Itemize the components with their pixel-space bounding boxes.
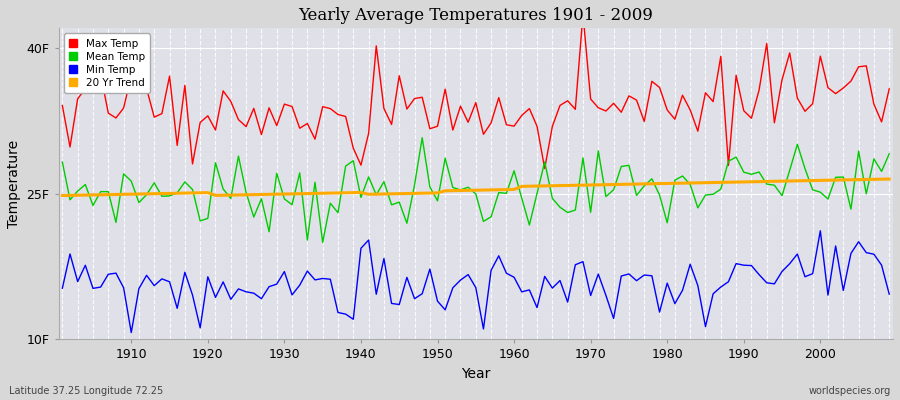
Title: Yearly Average Temperatures 1901 - 2009: Yearly Average Temperatures 1901 - 2009 bbox=[299, 7, 653, 24]
Text: worldspecies.org: worldspecies.org bbox=[809, 386, 891, 396]
Text: Latitude 37.25 Longitude 72.25: Latitude 37.25 Longitude 72.25 bbox=[9, 386, 163, 396]
Legend: Max Temp, Mean Temp, Min Temp, 20 Yr Trend: Max Temp, Mean Temp, Min Temp, 20 Yr Tre… bbox=[64, 34, 150, 93]
Y-axis label: Temperature: Temperature bbox=[7, 140, 21, 228]
X-axis label: Year: Year bbox=[461, 367, 491, 381]
